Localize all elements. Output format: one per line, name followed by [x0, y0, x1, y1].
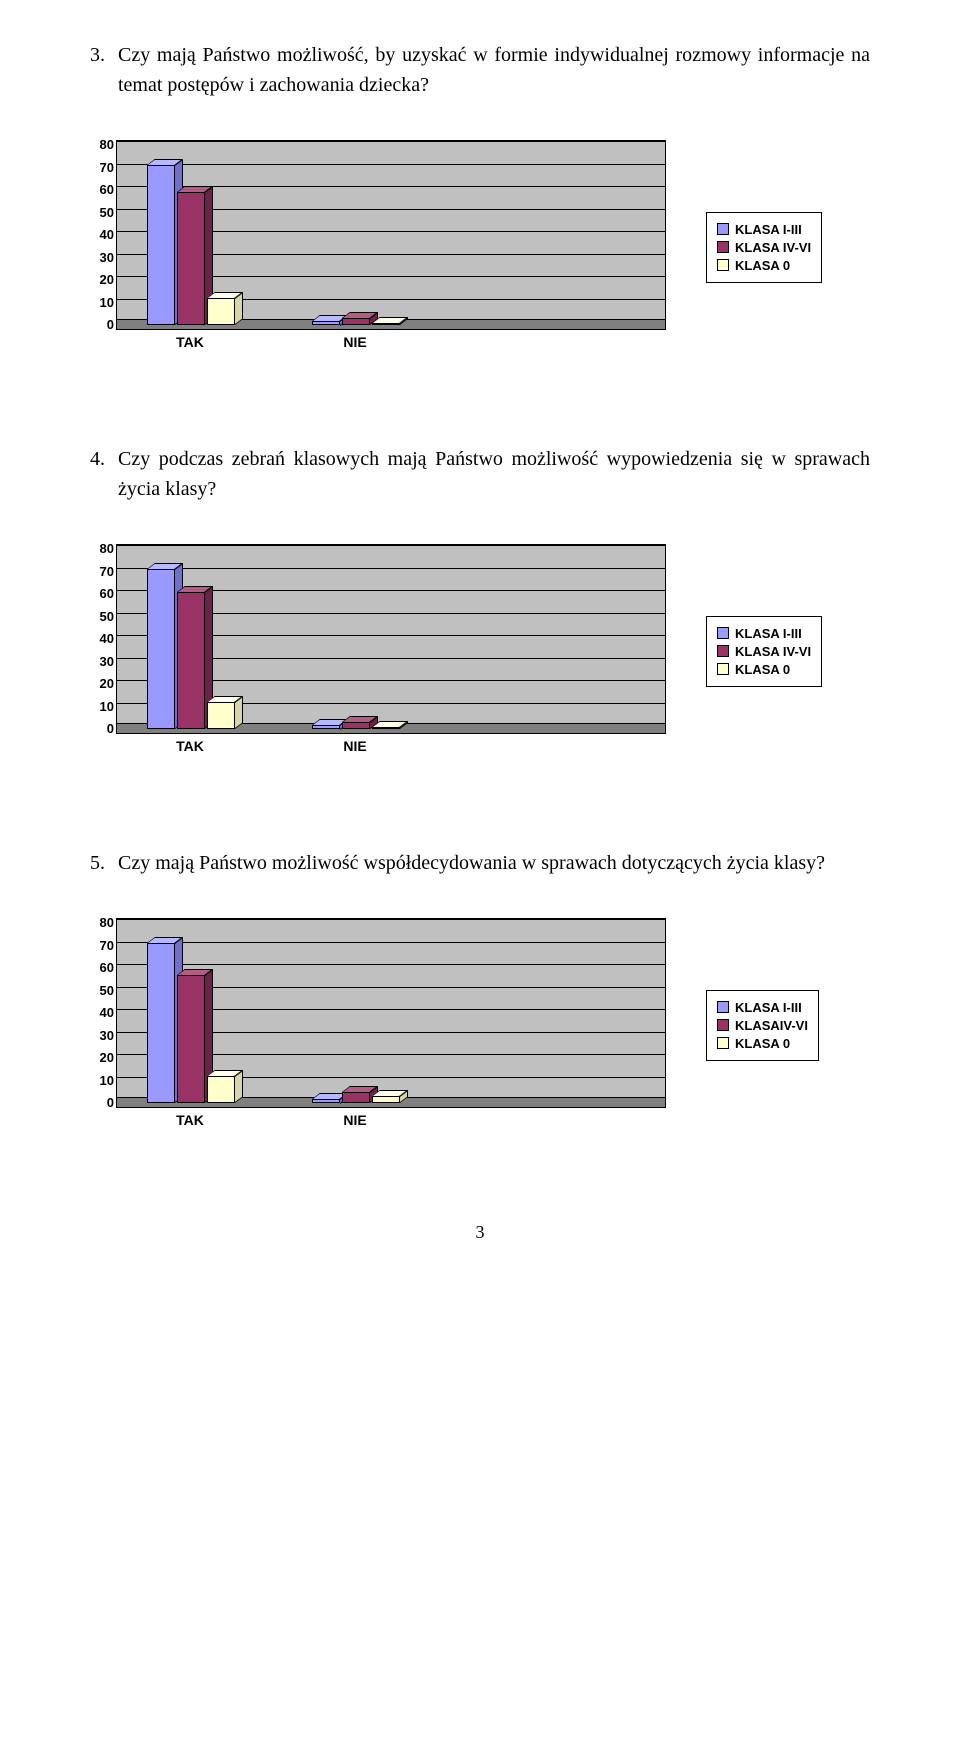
legend-swatch [717, 1037, 729, 1049]
legend-item: KLASA IV-VI [717, 644, 811, 659]
y-axis: 80706050403020100 [90, 930, 116, 1120]
legend-label: KLASA 0 [735, 662, 790, 677]
legend-item: KLASA I-III [717, 222, 811, 237]
legend-item: KLASA 0 [717, 662, 811, 677]
y-axis: 80706050403020100 [90, 556, 116, 746]
bar [207, 292, 243, 325]
x-tick-label: NIE [311, 334, 399, 350]
legend: KLASA I-III KLASA IV-VI KLASA 0 [706, 212, 822, 283]
chart-3: 80706050403020100TAKNIEKLASA I-IIIKLASA … [90, 140, 870, 354]
question-number: 4. [90, 444, 118, 504]
legend-label: KLASA IV-VI [735, 644, 811, 659]
legend-label: KLASA IV-VI [735, 240, 811, 255]
legend-swatch [717, 1001, 729, 1013]
page: 3. Czy mają Państwo możliwość, by uzyska… [0, 0, 960, 1283]
bar [372, 317, 408, 325]
x-axis: TAK NIE [116, 1108, 666, 1132]
bar [207, 696, 243, 729]
legend-swatch [717, 627, 729, 639]
question-4: 4. Czy podczas zebrań klasowych mają Pań… [90, 444, 870, 504]
x-tick-label: TAK [146, 738, 234, 754]
legend-item: KLASA 0 [717, 258, 811, 273]
question-text: Czy podczas zebrań klasowych mają Państw… [118, 444, 870, 504]
question-text: Czy mają Państwo możliwość współdecydowa… [118, 848, 870, 878]
legend-item: KLASAIV-VI [717, 1018, 808, 1033]
bar [372, 721, 408, 729]
legend-item: KLASA 0 [717, 1036, 808, 1051]
chart-plot [116, 544, 666, 734]
page-number: 3 [90, 1222, 870, 1243]
chart-plot [116, 140, 666, 330]
legend-swatch [717, 645, 729, 657]
x-tick-label: NIE [311, 738, 399, 754]
legend-label: KLASA I-III [735, 222, 802, 237]
chart-plot [116, 918, 666, 1108]
legend-item: KLASA I-III [717, 1000, 808, 1015]
legend-label: KLASA I-III [735, 626, 802, 641]
question-5: 5. Czy mają Państwo możliwość współdecyd… [90, 848, 870, 878]
question-number: 5. [90, 848, 118, 878]
legend-label: KLASAIV-VI [735, 1018, 808, 1033]
question-number: 3. [90, 40, 118, 100]
chart-5: 80706050403020100 TAK NIE KLASA I-III KLASAI… [90, 918, 870, 1132]
x-axis: TAK NIE [116, 734, 666, 758]
legend: KLASA I-III KLASA IV-VI KLASA 0 [706, 616, 822, 687]
legend-item: KLASA I-III [717, 626, 811, 641]
question-text: Czy mają Państwo możliwość, by uzyskać w… [118, 40, 870, 100]
legend-label: KLASA 0 [735, 1036, 790, 1051]
bar [207, 1070, 243, 1103]
x-axis: TAK NIE [116, 330, 666, 354]
x-tick-label: NIE [311, 1112, 399, 1128]
x-tick-label: TAK [146, 1112, 234, 1128]
bar [372, 1090, 408, 1103]
chart-4: 80706050403020100TAKNIEKLASA I-IIIKLASA … [90, 544, 870, 758]
legend-label: KLASA I-III [735, 1000, 802, 1015]
legend-swatch [717, 223, 729, 235]
legend-swatch [717, 1019, 729, 1031]
y-axis: 80706050403020100 [90, 152, 116, 342]
legend-label: KLASA 0 [735, 258, 790, 273]
x-tick-label: TAK [146, 334, 234, 350]
question-3: 3. Czy mają Państwo możliwość, by uzyska… [90, 40, 870, 100]
legend-swatch [717, 259, 729, 271]
legend-swatch [717, 663, 729, 675]
legend-swatch [717, 241, 729, 253]
legend-item: KLASA IV-VI [717, 240, 811, 255]
legend: KLASA I-III KLASAIV-VI KLASA 0 [706, 990, 819, 1061]
